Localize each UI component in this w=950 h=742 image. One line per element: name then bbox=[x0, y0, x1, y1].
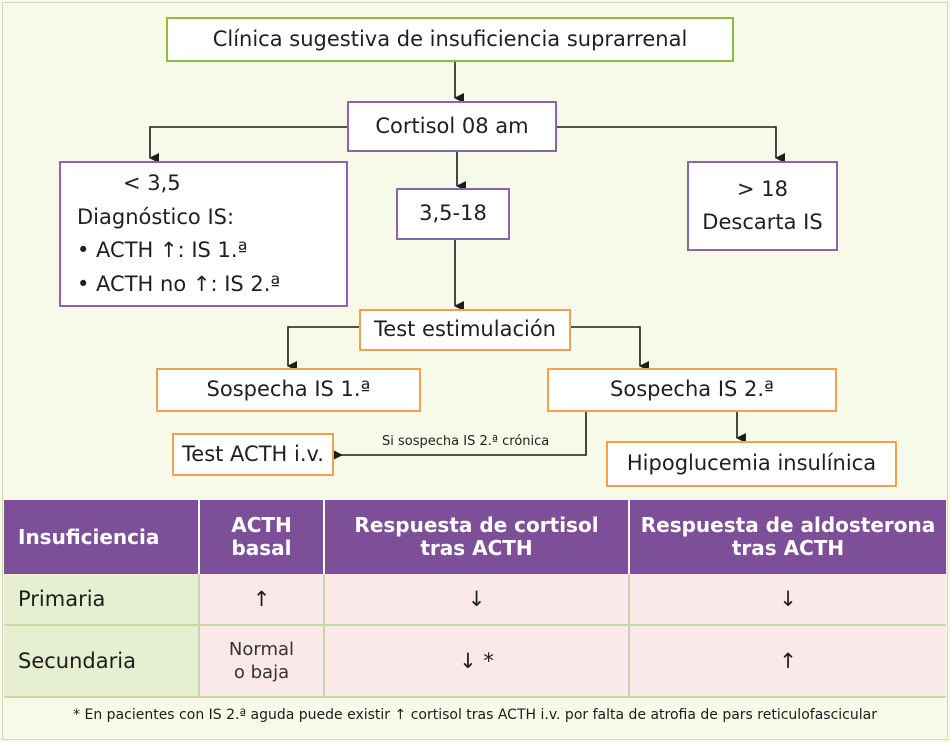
high-threshold: > 18 bbox=[737, 177, 788, 202]
sospecha-1-box: Sospecha IS 1.ª bbox=[156, 368, 421, 412]
low-item-2: • ACTH no ↑: IS 2.ª bbox=[77, 271, 281, 296]
table-row: Secundaria Normal o baja ↓ * ↑ bbox=[4, 625, 946, 698]
mid-text: 3,5-18 bbox=[419, 201, 487, 226]
flow-connectors bbox=[149, 62, 785, 460]
acth-baja-text: o baja bbox=[233, 662, 290, 683]
sospecha-2-box: Sospecha IS 2.ª bbox=[547, 368, 837, 412]
header-cortisol: Respuesta de cortisol tras ACTH bbox=[324, 500, 630, 574]
clinica-text: Clínica sugestiva de insuficiencia supra… bbox=[212, 26, 688, 51]
sospecha-2-text: Sospecha IS 2.ª bbox=[610, 377, 774, 402]
test-estimulacion-box: Test estimulación bbox=[359, 309, 571, 351]
table-header-row: Insuficiencia ACTH basal Respuesta de co… bbox=[4, 500, 946, 574]
row-label-primaria: Primaria bbox=[4, 574, 200, 626]
cortisol-text: Cortisol 08 am bbox=[375, 113, 529, 138]
cell-primaria-cortisol: ↓ bbox=[324, 574, 630, 626]
cell-primaria-aldosterona: ↓ bbox=[629, 574, 946, 626]
cell-secundaria-aldosterona: ↑ bbox=[629, 625, 946, 698]
sospecha-1-text: Sospecha IS 1.ª bbox=[206, 377, 371, 402]
hipoglucemia-box: Hipoglucemia insulínica bbox=[606, 441, 897, 487]
table-row: Primaria ↑ ↓ ↓ bbox=[4, 574, 946, 626]
low-item-1: • ACTH ↑: IS 1.ª bbox=[77, 238, 248, 263]
mid-result-box: 3,5-18 bbox=[396, 188, 510, 240]
row-label-secundaria: Secundaria bbox=[4, 625, 200, 698]
arrow-label-cronica: Si sospecha IS 2.ª crónica bbox=[382, 434, 550, 449]
high-text: Descarta IS bbox=[702, 210, 823, 234]
comparison-table: Insuficiencia ACTH basal Respuesta de co… bbox=[4, 500, 946, 698]
arrow-test-sospecha1 bbox=[287, 326, 359, 371]
header-acth-basal: ACTH basal bbox=[199, 500, 325, 574]
footnote: * En pacientes con IS 2.ª aguda puede ex… bbox=[73, 707, 877, 723]
low-threshold: < 3,5 bbox=[123, 171, 181, 195]
arrow-cortisol-low bbox=[149, 126, 347, 163]
arrow-sospecha2-testacth bbox=[333, 412, 587, 460]
header-aldosterona: Respuesta de aldosterona tras ACTH bbox=[629, 500, 946, 574]
test-acth-text: Test ACTH i.v. bbox=[182, 441, 324, 466]
low-result-box: < 3,5 Diagnóstico IS: • ACTH ↑: IS 1.ª •… bbox=[59, 161, 348, 307]
arrow-test-sospecha2 bbox=[571, 326, 649, 371]
arrow-cortisol-high bbox=[557, 126, 785, 163]
clinica-box: Clínica sugestiva de insuficiencia supra… bbox=[166, 17, 734, 62]
header-insuficiencia: Insuficiencia bbox=[4, 500, 200, 574]
test-estimulacion-text: Test estimulación bbox=[374, 317, 556, 342]
cell-primaria-acth: ↑ bbox=[199, 574, 325, 626]
cortisol-box: Cortisol 08 am bbox=[347, 101, 557, 152]
acth-normal-text: Normal bbox=[228, 638, 295, 660]
high-result-box: > 18 Descarta IS bbox=[687, 161, 838, 251]
test-acth-box: Test ACTH i.v. bbox=[172, 433, 334, 476]
low-title: Diagnóstico IS: bbox=[77, 204, 235, 229]
hipoglucemia-text: Hipoglucemia insulínica bbox=[626, 451, 877, 476]
cell-secundaria-acth: Normal o baja bbox=[199, 625, 325, 698]
cell-secundaria-cortisol: ↓ * bbox=[324, 625, 630, 698]
